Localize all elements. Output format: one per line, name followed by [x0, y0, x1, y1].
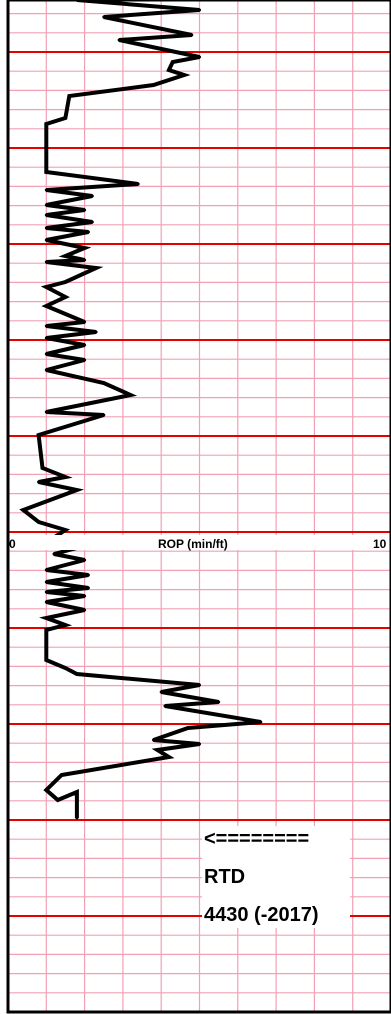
rop-data-point [167, 68, 171, 72]
axis-label-row: 0 ROP (min/ft) 10 [8, 535, 388, 551]
rop-data-point [63, 623, 67, 627]
rop-data-point [37, 433, 41, 437]
rop-data-point [117, 38, 121, 42]
rop-data-point [21, 508, 25, 512]
rop-data-point [83, 558, 87, 562]
rop-data-point [44, 410, 48, 414]
rop-data-point [52, 552, 56, 556]
rop-data-point [83, 208, 87, 212]
annotation-rtd: RTD [204, 866, 245, 888]
rop-data-point [83, 246, 87, 250]
rop-data-point [155, 748, 159, 752]
rop-data-point [44, 213, 48, 217]
annotation-arrow: <======== [204, 828, 309, 850]
rop-data-point [44, 260, 48, 264]
rop-data-point [44, 122, 48, 126]
rop-data-point [171, 60, 175, 64]
rop-data-point [56, 798, 60, 802]
rop-data-point [44, 580, 48, 584]
rop-data-point [44, 368, 48, 372]
rop-data-point [102, 15, 106, 19]
rop-data-point [83, 608, 87, 612]
rop-data-point [86, 230, 90, 234]
rop-data-point [198, 8, 201, 12]
rop-data-point [63, 475, 67, 479]
rop-data-point [67, 94, 71, 98]
rop-data-point [163, 704, 167, 708]
rop-data-point [75, 816, 79, 820]
rop-data-point [44, 170, 48, 174]
rop-data-point [102, 413, 106, 417]
rop-data-point [136, 182, 140, 186]
rop-data-point [129, 393, 133, 397]
rop-data-point [63, 295, 67, 299]
rop-data-point [60, 773, 64, 777]
rop-data-point [198, 55, 201, 59]
rop-data-point [190, 33, 194, 37]
rop-data-point [44, 628, 48, 632]
annotation-background [202, 826, 350, 928]
rop-data-point [44, 285, 48, 289]
rop-data-point [75, 488, 79, 492]
rop-data-point [182, 73, 186, 77]
rop-data-point [90, 194, 94, 198]
rop-data-point [63, 528, 67, 532]
rop-data-point [86, 573, 90, 577]
rop-data-point [63, 280, 67, 284]
rop-data-point [86, 586, 90, 590]
tick-label-right: 10 [373, 537, 387, 551]
rop-data-point [44, 600, 48, 604]
rop-data-point [44, 188, 48, 192]
rop-data-point [94, 266, 98, 270]
rop-data-point [44, 568, 48, 572]
rop-data-point [159, 690, 163, 694]
rop-data-point [44, 616, 48, 620]
x-axis-label: ROP (min/ft) [158, 537, 228, 551]
rop-data-point [44, 304, 48, 308]
rop-data-point [44, 336, 48, 340]
rop-data-point [186, 726, 190, 730]
rop-data-point [44, 352, 48, 356]
rop-data-point [75, 790, 79, 794]
rop-data-point [217, 700, 221, 704]
rop-data-point [83, 343, 87, 347]
rop-points [21, 0, 263, 820]
rop-data-point [198, 742, 201, 746]
rop-data-point [90, 220, 94, 224]
rop-data-point [152, 738, 155, 742]
rop-data-point [63, 666, 67, 670]
rop-data-point [44, 238, 48, 242]
tick-label-left: 0 [9, 537, 16, 551]
rop-data-point [152, 83, 155, 87]
rop-data-point [259, 720, 263, 724]
rop-data-point [44, 590, 48, 594]
axis-label-background [8, 535, 388, 550]
rtd-annotation: <======== RTD 4430 (-2017) [202, 826, 350, 928]
rop-data-point [63, 116, 67, 120]
trace-layer [19, 0, 262, 818]
annotation-depth: 4430 (-2017) [204, 904, 319, 926]
rop-data-point [75, 672, 79, 676]
rop-data-point [41, 466, 44, 470]
rop-data-point [83, 594, 87, 598]
rop-data-point [167, 755, 171, 759]
rop-data-point [83, 320, 87, 324]
rop-data-point [44, 658, 48, 662]
rop-data-point [37, 520, 41, 524]
rop-data-point [44, 203, 48, 207]
rop-data-point [44, 324, 48, 328]
rop-data-point [83, 258, 87, 262]
rop-data-point [63, 254, 67, 258]
rop-data-point [44, 226, 48, 230]
rop-data-point [94, 330, 98, 334]
rop-data-point [102, 381, 106, 385]
rop-data-point [44, 788, 48, 792]
rop-series-line [19, 0, 262, 818]
rop-data-point [83, 358, 87, 362]
rop-data-point [37, 480, 41, 484]
chart-frame [6, 0, 391, 1014]
rop-data-point [198, 683, 201, 687]
